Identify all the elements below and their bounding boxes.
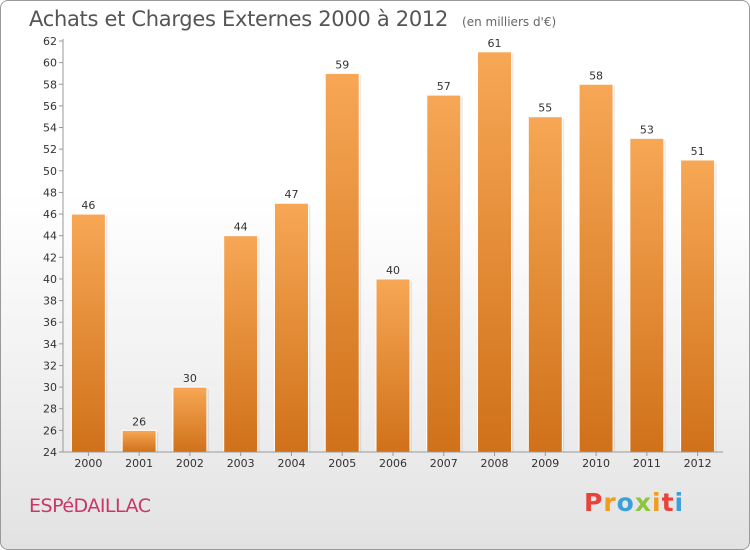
y-tick-label: 36 xyxy=(43,316,57,329)
bars: 46 26 30 44 47 59 40 57 61 55 58 53 51 xyxy=(70,37,717,453)
y-tick-label: 46 xyxy=(43,208,57,221)
y-tick-label: 42 xyxy=(43,251,57,264)
x-tick-label: 2007 xyxy=(430,457,458,470)
chart-subtitle: (en milliers d'€) xyxy=(462,15,557,29)
bar-value-label: 55 xyxy=(538,102,552,115)
y-tick-label: 38 xyxy=(43,295,57,308)
logo-letter: i xyxy=(652,488,662,517)
bar xyxy=(680,159,716,453)
y-tick-label: 26 xyxy=(43,424,57,437)
x-tick-label: 2005 xyxy=(328,457,356,470)
bar xyxy=(172,386,208,453)
y-tick-label: 60 xyxy=(43,57,57,70)
y-tick-label: 48 xyxy=(43,186,57,199)
bar xyxy=(324,72,360,453)
bar-chart: 24 26 28 30 32 34 36 38 40 42 44 46 48 50 52 54 56 58 60 62… xyxy=(43,35,723,470)
bar xyxy=(223,235,259,453)
y-tick-label: 52 xyxy=(43,143,57,156)
proxiti-logo: Proxiti xyxy=(584,488,684,517)
bar-value-label: 61 xyxy=(488,37,502,50)
bar xyxy=(375,278,411,453)
commune-name: ESPéDAILLAC xyxy=(29,495,151,517)
chart-title-block: Achats et Charges Externes 2000 à 2012 (e… xyxy=(29,7,556,31)
y-tick-label: 44 xyxy=(43,230,57,243)
logo-letter: r xyxy=(603,488,617,517)
x-tick-label: 2003 xyxy=(227,457,255,470)
bar-value-label: 51 xyxy=(691,145,705,158)
y-tick-label: 30 xyxy=(43,381,57,394)
bar xyxy=(426,94,462,453)
y-tick-label: 28 xyxy=(43,403,57,416)
bar-value-label: 53 xyxy=(640,123,654,136)
logo-letter: t xyxy=(661,488,675,517)
x-tick-label: 2010 xyxy=(582,457,610,470)
y-axis: 24 26 28 30 32 34 36 38 40 42 44 46 48 50 52 54 56 58 60 62 xyxy=(43,35,64,459)
x-tick-label: 2000 xyxy=(74,457,102,470)
x-tick-label: 2006 xyxy=(379,457,407,470)
bar xyxy=(527,116,563,453)
bar-value-label: 44 xyxy=(234,221,248,234)
bar-value-label: 58 xyxy=(589,69,603,82)
bar-value-label: 26 xyxy=(132,415,146,428)
y-tick-label: 50 xyxy=(43,165,57,178)
bar-value-label: 47 xyxy=(284,188,298,201)
x-tick-label: 2004 xyxy=(277,457,305,470)
bar xyxy=(70,213,106,453)
x-tick-label: 2009 xyxy=(531,457,559,470)
y-tick-label: 58 xyxy=(43,78,57,91)
y-tick-label: 40 xyxy=(43,273,57,286)
x-tick-label: 2012 xyxy=(684,457,712,470)
bar-value-label: 57 xyxy=(437,80,451,93)
y-tick-label: 62 xyxy=(43,35,57,48)
bar-value-label: 40 xyxy=(386,264,400,277)
x-axis: 2000 2001 2002 2003 2004 2005 2006 2007 2008 2009… xyxy=(63,451,723,470)
bar xyxy=(477,51,513,453)
bar xyxy=(629,137,665,453)
x-tick-label: 2011 xyxy=(633,457,661,470)
bar-value-label: 30 xyxy=(183,372,197,385)
logo-letter: o xyxy=(616,488,635,517)
y-tick-label: 34 xyxy=(43,338,57,351)
y-tick-label: 24 xyxy=(43,446,57,459)
bar xyxy=(578,83,614,453)
x-tick-label: 2001 xyxy=(125,457,153,470)
bar-value-label: 46 xyxy=(81,199,95,212)
y-tick-label: 56 xyxy=(43,100,57,113)
y-tick-label: 32 xyxy=(43,359,57,372)
logo-letter: P xyxy=(584,488,604,517)
bar xyxy=(121,429,157,453)
logo-letter: i xyxy=(674,488,685,517)
bar xyxy=(273,202,309,453)
x-tick-label: 2002 xyxy=(176,457,204,470)
y-tick-label: 54 xyxy=(43,122,57,135)
chart-title: Achats et Charges Externes 2000 à 2012 xyxy=(29,7,449,31)
x-tick-label: 2008 xyxy=(481,457,509,470)
bar-value-label: 59 xyxy=(335,58,349,71)
logo-letter: x xyxy=(634,488,652,517)
